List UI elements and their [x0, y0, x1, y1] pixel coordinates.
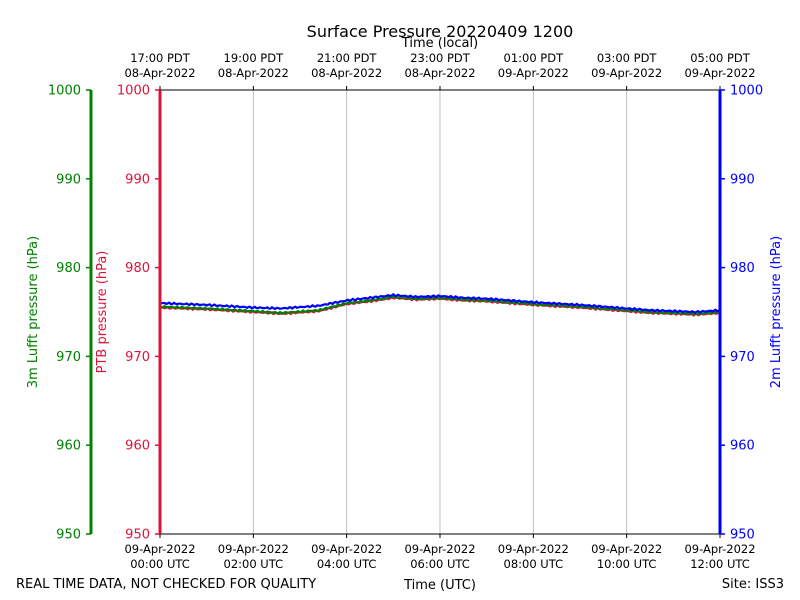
y-tick-label-ptb-970: 970 — [125, 350, 150, 365]
x-tick-label-utc-date-3: 09-Apr-2022 — [404, 542, 475, 556]
x-tick-label-utc-time-3: 06:00 UTC — [410, 557, 470, 571]
footer-quality-note: REAL TIME DATA, NOT CHECKED FOR QUALITY — [16, 577, 316, 592]
x-tick-label-local-time-4: 01:00 PDT — [504, 51, 565, 65]
top-axis-label: Time (local) — [401, 36, 478, 51]
x-tick-label-local-date-1: 08-Apr-2022 — [218, 66, 289, 80]
x-tick-label-local-date-3: 08-Apr-2022 — [404, 66, 475, 80]
y-tick-label-3m-lufft-960: 960 — [56, 439, 81, 454]
x-tick-label-utc-time-6: 12:00 UTC — [690, 557, 750, 571]
x-tick-label-utc-date-1: 09-Apr-2022 — [218, 542, 289, 556]
x-tick-label-local-time-3: 23:00 PDT — [410, 51, 471, 65]
tick-labels: 950 960 970 980 990 1000 950 960 970 980 990 1000 95… — [48, 51, 763, 571]
y-tick-label-ptb-1000: 1000 — [117, 84, 150, 99]
x-tick-label-local-date-4: 09-Apr-2022 — [498, 66, 569, 80]
x-tick-label-local-time-0: 17:00 PDT — [130, 51, 191, 65]
x-tick-label-local-time-5: 03:00 PDT — [597, 51, 658, 65]
x-tick-label-local-time-1: 19:00 PDT — [224, 51, 285, 65]
y-tick-label-ptb-950: 950 — [125, 528, 150, 543]
x-tick-label-local-time-6: 05:00 PDT — [690, 51, 751, 65]
x-tick-label-local-date-0: 08-Apr-2022 — [124, 66, 195, 80]
y-tick-label-ptb-980: 980 — [125, 261, 150, 276]
x-tick-label-utc-time-1: 02:00 UTC — [224, 557, 284, 571]
series-line-1 — [159, 295, 721, 316]
y-tick-label-2m-lufft-1000: 1000 — [730, 84, 763, 99]
y-tick-label-ptb-990: 990 — [125, 172, 150, 187]
x-tick-label-utc-date-6: 09-Apr-2022 — [684, 542, 755, 556]
series-lines — [159, 292, 721, 317]
chart-title: Surface Pressure 20220409 1200 — [307, 22, 574, 41]
footer-site-label: Site: ISS3 — [722, 577, 784, 592]
x-tick-label-utc-time-2: 04:00 UTC — [317, 557, 377, 571]
y-tick-label-3m-lufft-950: 950 — [56, 528, 81, 543]
x-tick-label-utc-time-4: 08:00 UTC — [504, 557, 564, 571]
axes — [86, 86, 725, 538]
y-tick-label-2m-lufft-950: 950 — [730, 528, 755, 543]
y-tick-label-2m-lufft-990: 990 — [730, 172, 755, 187]
x-tick-label-local-time-2: 21:00 PDT — [317, 51, 378, 65]
x-tick-label-local-date-5: 09-Apr-2022 — [591, 66, 662, 80]
x-tick-label-utc-date-5: 09-Apr-2022 — [591, 542, 662, 556]
series-line-2 — [159, 292, 721, 315]
y-axis-label-3m-lufft: 3m Lufft pressure (hPa) — [26, 236, 41, 388]
y-tick-label-2m-lufft-980: 980 — [730, 261, 755, 276]
x-axis-label: Time (UTC) — [403, 578, 476, 593]
x-tick-label-utc-time-5: 10:00 UTC — [597, 557, 657, 571]
x-tick-label-utc-time-0: 00:00 UTC — [130, 557, 190, 571]
y-axis-label-2m-lufft: 2m Lufft pressure (hPa) — [769, 236, 784, 388]
y-tick-label-3m-lufft-1000: 1000 — [48, 84, 81, 99]
x-tick-label-utc-date-0: 09-Apr-2022 — [124, 542, 195, 556]
y-tick-label-ptb-960: 960 — [125, 439, 150, 454]
y-tick-label-3m-lufft-980: 980 — [56, 261, 81, 276]
y-axis-label-ptb: PTB pressure (hPa) — [95, 251, 110, 374]
x-tick-label-local-date-2: 08-Apr-2022 — [311, 66, 382, 80]
x-tick-label-utc-date-4: 09-Apr-2022 — [498, 542, 569, 556]
x-tick-label-utc-date-2: 09-Apr-2022 — [311, 542, 382, 556]
y-tick-label-2m-lufft-960: 960 — [730, 439, 755, 454]
y-tick-label-2m-lufft-970: 970 — [730, 350, 755, 365]
y-tick-label-3m-lufft-970: 970 — [56, 350, 81, 365]
y-tick-label-3m-lufft-990: 990 — [56, 172, 81, 187]
x-tick-label-local-date-6: 09-Apr-2022 — [684, 66, 755, 80]
